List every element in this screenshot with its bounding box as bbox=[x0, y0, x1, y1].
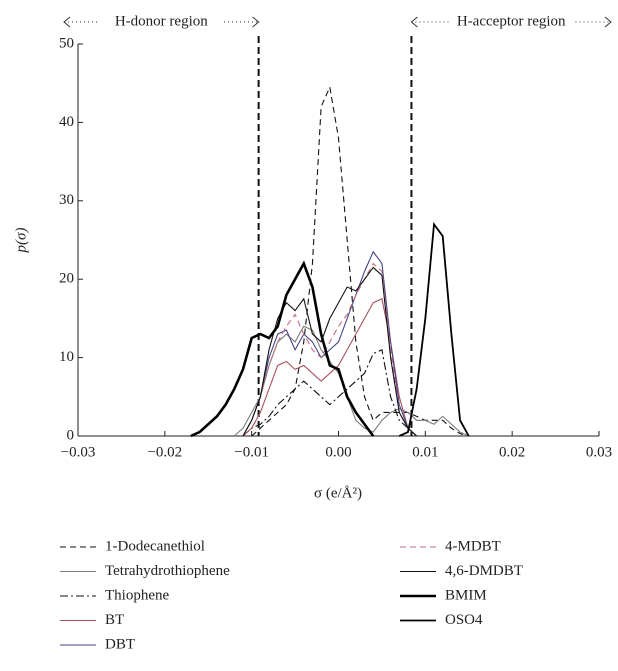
series-line bbox=[242, 266, 418, 437]
legend-label: Thiophene bbox=[105, 587, 169, 603]
x-tick-label: 0.00 bbox=[325, 444, 351, 460]
x-tick-label: −0.02 bbox=[147, 444, 182, 460]
x-tick-label: −0.01 bbox=[234, 444, 269, 460]
y-tick-label: 20 bbox=[59, 271, 74, 287]
x-tick-label: −0.03 bbox=[61, 444, 96, 460]
label-bg bbox=[99, 12, 224, 32]
series-line bbox=[251, 85, 469, 437]
arrow-head bbox=[63, 16, 71, 28]
series-line bbox=[398, 221, 470, 437]
legend-label: 4-MDBT bbox=[445, 538, 501, 554]
arrow-head bbox=[604, 16, 612, 28]
y-tick-label: 30 bbox=[59, 192, 74, 208]
arrow-head bbox=[252, 16, 260, 28]
y-tick-label: 10 bbox=[59, 349, 74, 365]
series-line bbox=[242, 262, 418, 437]
series-line bbox=[233, 325, 469, 437]
x-tick-label: 0.02 bbox=[499, 444, 525, 460]
y-tick-label: 40 bbox=[59, 114, 74, 130]
region-label: H-donor region bbox=[115, 13, 208, 29]
series-line bbox=[190, 260, 375, 438]
legend-label: 4,6-DMDBT bbox=[445, 563, 523, 579]
legend-label: 1-Dodecanethiol bbox=[105, 538, 205, 554]
legend-label: Tetrahydrothiophene bbox=[105, 563, 230, 579]
x-tick-label: 0.03 bbox=[586, 444, 612, 460]
x-axis-label: σ (e/Å²) bbox=[314, 485, 362, 501]
y-tick-label: 50 bbox=[59, 35, 74, 51]
region-label: H-acceptor region bbox=[457, 13, 566, 29]
legend-label: OSO4 bbox=[445, 612, 483, 628]
series-line bbox=[242, 250, 418, 437]
y-axis-label: p(σ) bbox=[13, 228, 29, 254]
legend-label: BT bbox=[105, 612, 124, 628]
legend-label: BMIM bbox=[445, 587, 487, 603]
label-bg bbox=[449, 12, 574, 32]
y-tick-label: 0 bbox=[67, 427, 75, 443]
arrow-head bbox=[410, 16, 418, 28]
legend-label: DBT bbox=[105, 636, 135, 652]
x-tick-label: 0.01 bbox=[412, 444, 438, 460]
series-line bbox=[242, 348, 418, 437]
